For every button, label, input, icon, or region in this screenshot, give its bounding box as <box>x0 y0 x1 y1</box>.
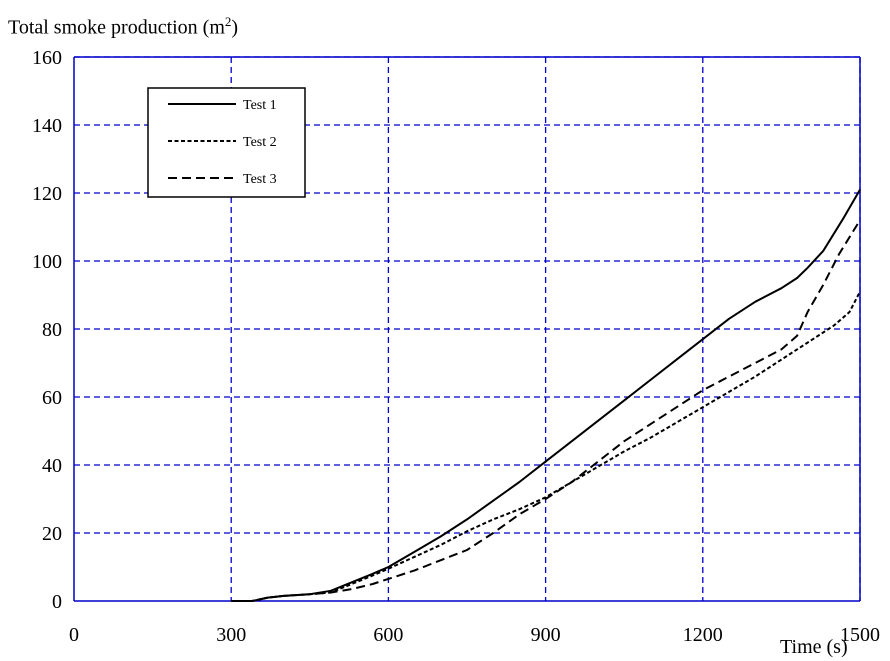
y-tick-label-20: 20 <box>42 523 62 545</box>
x-tick-label-900: 900 <box>531 624 561 646</box>
x-tick-label-600: 600 <box>373 624 403 646</box>
series-lines <box>231 189 861 602</box>
legend: Test 1 Test 2 Test 3 <box>147 87 306 198</box>
y-tick-label-40: 40 <box>42 455 62 477</box>
y-tick-label-160: 160 <box>32 47 62 69</box>
y-axis-label: Total smoke production (m2) <box>8 14 239 39</box>
legend-label-1: Test 1 <box>243 98 277 113</box>
series-line-3 <box>231 219 861 602</box>
tick-labels: 0 20 40 60 80 100 120 140 160 0 300 600 900 1200 1500 <box>32 47 880 646</box>
y-axis-label-superscript: 2 <box>224 14 232 29</box>
y-tick-label-100: 100 <box>32 251 62 273</box>
legend-label-2: Test 2 <box>243 135 277 150</box>
series-line-1 <box>231 189 861 602</box>
series-line-2 <box>231 291 861 602</box>
x-tick-label-1500: 1500 <box>840 624 880 646</box>
y-tick-label-80: 80 <box>42 319 62 341</box>
y-tick-label-60: 60 <box>42 387 62 409</box>
x-tick-label-0: 0 <box>69 624 79 646</box>
y-tick-label-120: 120 <box>32 183 62 205</box>
x-tick-label-1200: 1200 <box>683 624 723 646</box>
x-axis-label: Time (s) <box>780 636 848 658</box>
x-tick-label-300: 300 <box>216 624 246 646</box>
legend-label-3: Test 3 <box>243 172 277 187</box>
axes <box>73 56 861 602</box>
y-tick-label-140: 140 <box>32 115 62 137</box>
y-tick-label-0: 0 <box>52 591 62 613</box>
